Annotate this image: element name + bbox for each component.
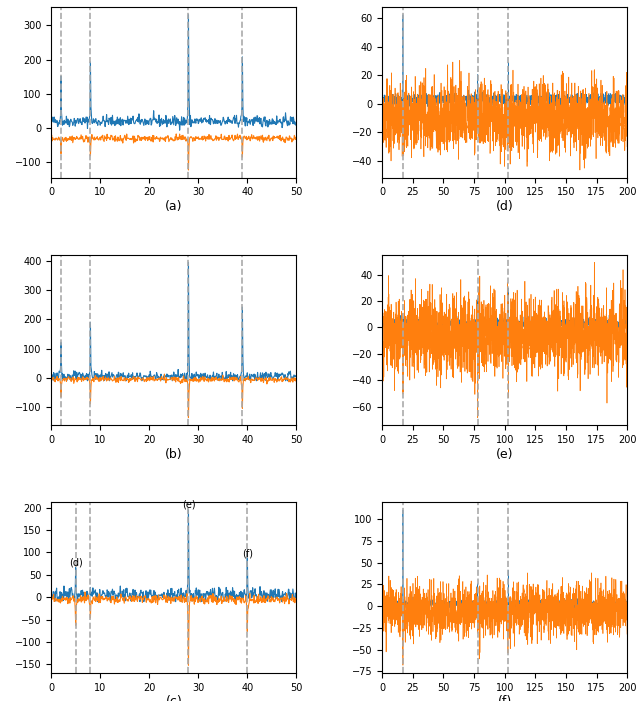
Text: (d): (d) — [69, 558, 83, 568]
Text: (e): (e) — [182, 500, 195, 510]
X-axis label: (d): (d) — [496, 200, 513, 213]
X-axis label: (b): (b) — [165, 448, 182, 461]
X-axis label: (a): (a) — [165, 200, 182, 213]
Text: (f): (f) — [242, 549, 253, 559]
X-axis label: (e): (e) — [496, 448, 513, 461]
X-axis label: (c): (c) — [165, 695, 182, 701]
X-axis label: (f): (f) — [497, 695, 512, 701]
